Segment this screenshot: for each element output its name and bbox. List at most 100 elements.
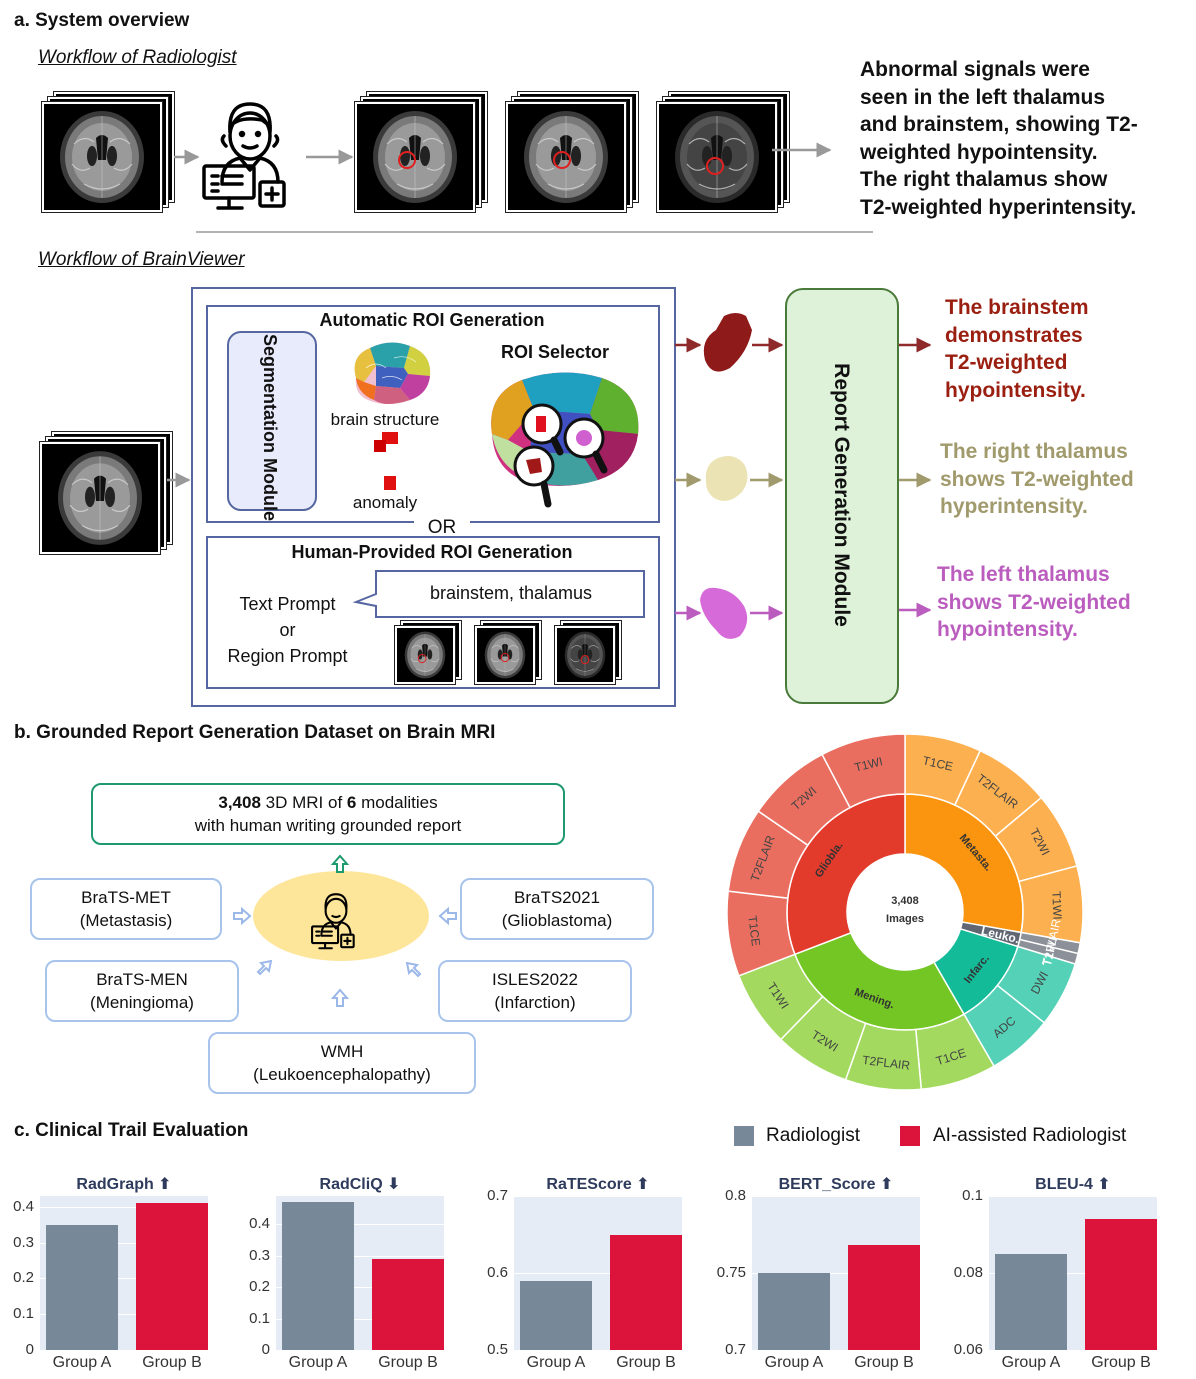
source-sub: (Meningioma) — [90, 993, 194, 1012]
up-arrow-to-summary — [330, 854, 350, 873]
source-name: BraTS2021 — [514, 888, 600, 907]
bar-group-b — [848, 1245, 920, 1350]
auto-roi-title: Automatic ROI Generation — [319, 310, 545, 330]
sunburst-outer-label: T2FLAIR — [861, 1053, 911, 1073]
region-prompt-label: Region Prompt — [227, 646, 348, 666]
mri-slice — [355, 102, 475, 212]
source-brats2021: BraTS2021 (Glioblastoma) — [460, 878, 654, 940]
summary-mid: 3D MRI of — [260, 793, 347, 812]
source-sub: (Infarction) — [494, 993, 576, 1012]
report-line: The right thalamus show — [860, 168, 1108, 191]
chart-x-tick: Group B — [142, 1354, 202, 1371]
source-isles2022: ISLES2022 (Infarction) — [438, 960, 632, 1022]
chart-x-tick: Group B — [378, 1354, 438, 1371]
output-brainstem: The brainstem demonstrates T2-weighted h… — [945, 294, 1089, 404]
sunburst-center-count: 3,408 — [891, 895, 919, 907]
output-line: hypointensity. — [937, 618, 1078, 641]
bar-group-b — [1085, 1219, 1157, 1350]
chart-y-tick: 0.4 — [13, 1197, 34, 1215]
source-wmh: WMH (Leukoencephalopathy) — [208, 1032, 476, 1094]
output-line: shows T2-weighted — [940, 467, 1134, 491]
chart-y-tick: 0.1 — [13, 1305, 34, 1323]
report-generation-module-label: Report Generation Module — [830, 363, 853, 627]
source-name: BraTS-MEN — [96, 970, 188, 989]
source-brats-men: BraTS-MEN (Meningioma) — [45, 960, 239, 1022]
output-line: The brainstem — [945, 296, 1089, 319]
chart-title: BLEU-4 ⬆ — [1035, 1176, 1111, 1193]
chart-x-tick: Group B — [616, 1354, 676, 1371]
chart-x-tick: Group B — [854, 1354, 914, 1371]
chart-x-tick: Group A — [288, 1354, 348, 1371]
chart-y-tick: 0.5 — [487, 1341, 508, 1358]
source-name: ISLES2022 — [491, 970, 578, 989]
radiologist-report: Abnormal signals were seen in the left t… — [860, 56, 1138, 221]
chart-gridline — [514, 1196, 682, 1197]
section-a-title: a. System overview — [14, 10, 190, 31]
source-name: WMH — [320, 1042, 364, 1061]
report-line: and brainstem, showing T2- — [860, 113, 1138, 136]
chart-y-tick: 0.4 — [249, 1215, 270, 1233]
chart-gridline — [276, 1287, 444, 1289]
prompt-text: brainstem, thalamus — [429, 583, 593, 603]
sunburst-chart: Metasta.Leuko.Infarc.Mening.Gliobla.T1CE… — [726, 733, 1084, 1091]
bar-group-a — [520, 1280, 592, 1350]
roi-brainstem-shape — [703, 313, 752, 372]
chart-gridline — [276, 1318, 444, 1320]
mri-slice — [506, 102, 626, 212]
report-line: T2-weighted hyperintensity. — [860, 195, 1137, 219]
output-line: T2-weighted — [945, 351, 1068, 374]
chart-gridline — [276, 1255, 444, 1257]
dataset-summary-line1: 3,408 3D MRI of 6 modalities — [93, 791, 563, 814]
chart-gridline — [989, 1350, 1157, 1351]
workflow-radiologist-title: Workflow of Radiologist — [38, 47, 237, 68]
chart-y-tick: 0.2 — [13, 1269, 34, 1287]
legend-label-radiologist: Radiologist — [766, 1125, 860, 1146]
roi-generation-outer-box — [191, 287, 676, 707]
workflow-radiologist-arrows — [174, 142, 873, 233]
segmentation-module-box — [227, 331, 317, 511]
chart-y-tick: 0.3 — [249, 1246, 270, 1264]
sunburst-outer-label: T1WI — [1049, 891, 1064, 920]
chart-y-tick: 0.75 — [716, 1264, 746, 1281]
chart-y-tick: 0.6 — [487, 1264, 508, 1281]
chart-y-tick: 0.8 — [725, 1187, 746, 1204]
dataset-center-ellipse — [253, 871, 429, 961]
report-line: weighted hypointensity. — [860, 140, 1098, 164]
chart-gridline — [40, 1206, 208, 1208]
dataset-summary-box: 3,408 3D MRI of 6 modalities with human … — [91, 783, 565, 845]
sunburst-outer-label: T1CE — [745, 915, 763, 947]
output-line: The left thalamus — [937, 563, 1110, 586]
brain-structure-label: brain structure — [330, 410, 440, 429]
chart-y-tick: 0.2 — [249, 1278, 270, 1296]
chart-gridline — [40, 1242, 208, 1244]
report-line: seen in the left thalamus — [860, 85, 1106, 109]
chart-gridline — [276, 1224, 444, 1226]
source-sub: (Metastasis) — [79, 911, 173, 930]
roi-selector-image — [491, 372, 639, 508]
prompt-bubble — [352, 570, 645, 618]
chart-x-tick: Group A — [1001, 1354, 1061, 1371]
report-generation-module-box — [785, 288, 899, 704]
chart-y-tick: 0.1 — [249, 1309, 270, 1327]
chart-gridline — [752, 1196, 920, 1197]
mri-slice — [555, 626, 615, 684]
flow-arrows — [233, 906, 457, 1007]
source-name: BraTS-MET — [81, 888, 171, 907]
source-sub: (Glioblastoma) — [501, 911, 613, 930]
chart-gridline — [40, 1314, 208, 1316]
chart-y-tick: 0.3 — [13, 1233, 34, 1251]
radiologist-small-icon — [311, 893, 355, 950]
bar-group-a — [995, 1253, 1067, 1350]
radiologist-icon — [202, 102, 286, 210]
chart-y-tick: 0.7 — [487, 1187, 508, 1204]
chart-x-tick: Group A — [526, 1354, 586, 1371]
output-left-thalamus: The left thalamus shows T2-weighted hypo… — [937, 561, 1131, 644]
bar-group-b — [372, 1258, 444, 1350]
modality-count: 6 — [346, 793, 357, 812]
sunburst-outer-label: T1WI — [853, 754, 884, 774]
chart-title: BERT_Score ⬆ — [778, 1176, 894, 1193]
output-line: demonstrates — [945, 323, 1083, 347]
workflow-brainviewer-title: Workflow of BrainViewer — [38, 249, 245, 270]
mri-count: 3,408 — [218, 793, 261, 812]
source-sub: (Leukoencephalopathy) — [253, 1065, 431, 1084]
